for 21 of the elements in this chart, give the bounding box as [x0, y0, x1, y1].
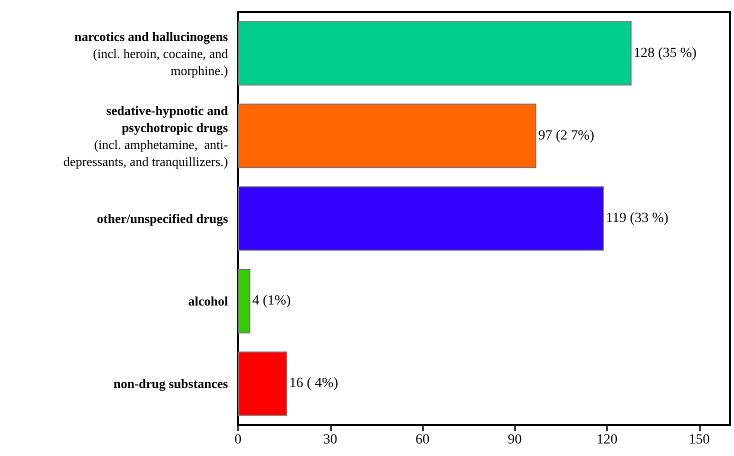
- bar: [238, 186, 604, 251]
- data-label: 128 (35 %): [634, 46, 697, 61]
- x-tick-label: 120: [596, 432, 618, 448]
- x-tick-label: 0: [234, 432, 242, 448]
- bar: [238, 268, 250, 334]
- bar: [238, 21, 632, 86]
- y-tick-label: narcotics and hallucinogens (incl. heroin, cocaine, and morphine.): [74, 28, 228, 78]
- data-label: 16 ( 4%): [289, 376, 339, 392]
- x-tick-label: 60: [416, 432, 430, 448]
- y-tick-label: non-drug substances: [113, 376, 228, 392]
- bar: [238, 104, 536, 168]
- y-tick-label: other/unspecified drugs: [96, 211, 228, 226]
- bar: [238, 351, 288, 416]
- data-label: 97 (2 7%): [538, 128, 595, 144]
- x-tick-label: 30: [323, 432, 338, 448]
- y-tick-label: alcohol: [188, 294, 228, 309]
- data-label: 4 (1%): [252, 294, 292, 309]
- data-label: 119 (33 %): [606, 211, 669, 226]
- y-tick-label: sedative-hypnotic and psychotropic drugs (incl. amphetamine, anti- depressants, and tranquillizers.): [63, 102, 229, 169]
- x-tick-label: 150: [688, 432, 710, 448]
- x-tick-label: 90: [508, 432, 522, 448]
